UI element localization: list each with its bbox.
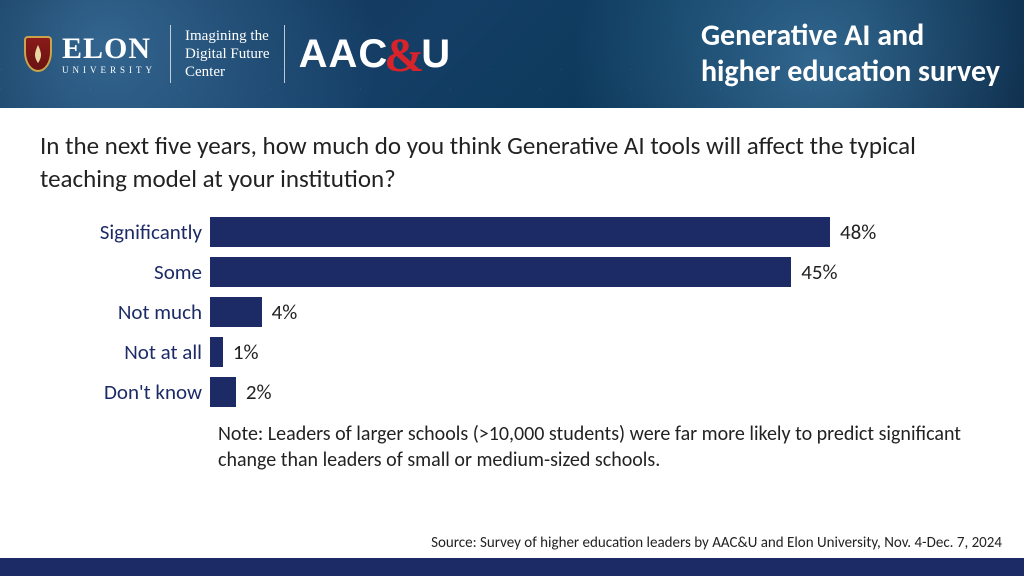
bar-value: 45% bbox=[801, 259, 837, 285]
aacu-suffix: U bbox=[421, 32, 451, 77]
elon-wordmark: ELON UNIVERSITY bbox=[62, 34, 156, 75]
elon-name: ELON bbox=[62, 34, 156, 64]
tagline-line: Imagining the bbox=[185, 27, 270, 45]
bar-label: Don't know bbox=[40, 379, 210, 405]
tagline-line: Center bbox=[185, 63, 270, 81]
chart-row: Not much 4% bbox=[40, 297, 984, 327]
chart-note: Note: Leaders of larger schools (>10,000… bbox=[218, 421, 978, 473]
content-area: In the next five years, how much do you … bbox=[0, 108, 1024, 473]
source-citation: Source: Survey of higher education leade… bbox=[431, 534, 1002, 552]
banner-title: Generative AI and higher education surve… bbox=[681, 18, 1000, 90]
aacu-prefix: AAC bbox=[299, 32, 389, 77]
divider bbox=[170, 25, 171, 83]
bar-label: Significantly bbox=[40, 219, 210, 245]
bar-value: 4% bbox=[272, 299, 298, 325]
bar-value: 2% bbox=[246, 379, 272, 405]
chart-row: Some 45% bbox=[40, 257, 984, 287]
survey-question: In the next five years, how much do you … bbox=[40, 130, 984, 195]
bar-wrap: 1% bbox=[210, 337, 984, 367]
bar-chart: Significantly 48% Some 45% Not much 4% Not at … bbox=[40, 217, 984, 407]
elon-shield-icon bbox=[24, 36, 52, 72]
bar bbox=[210, 257, 791, 287]
chart-row: Significantly 48% bbox=[40, 217, 984, 247]
bar-value: 1% bbox=[233, 339, 259, 365]
bar-wrap: 4% bbox=[210, 297, 984, 327]
bar-wrap: 2% bbox=[210, 377, 984, 407]
bar-label: Some bbox=[40, 259, 210, 285]
elon-tagline: Imagining the Digital Future Center bbox=[185, 27, 270, 81]
bar-wrap: 48% bbox=[210, 217, 984, 247]
bar-wrap: 45% bbox=[210, 257, 984, 287]
bar-label: Not much bbox=[40, 299, 210, 325]
bar bbox=[210, 377, 236, 407]
elon-logo-block: ELON UNIVERSITY bbox=[24, 34, 156, 75]
banner-title-line: higher education survey bbox=[701, 54, 1000, 90]
bar-value: 48% bbox=[840, 219, 876, 245]
bar bbox=[210, 217, 830, 247]
tagline-line: Digital Future bbox=[185, 45, 270, 63]
bar bbox=[210, 337, 223, 367]
banner-title-line: Generative AI and bbox=[701, 18, 1000, 54]
footer-bar bbox=[0, 558, 1024, 576]
bar bbox=[210, 297, 262, 327]
chart-row: Don't know 2% bbox=[40, 377, 984, 407]
bar-label: Not at all bbox=[40, 339, 210, 365]
elon-subtitle: UNIVERSITY bbox=[62, 66, 156, 75]
chart-row: Not at all 1% bbox=[40, 337, 984, 367]
aacu-logo: AAC&U bbox=[299, 32, 452, 77]
header-banner: ELON UNIVERSITY Imagining the Digital Fu… bbox=[0, 0, 1024, 108]
divider bbox=[284, 25, 285, 83]
